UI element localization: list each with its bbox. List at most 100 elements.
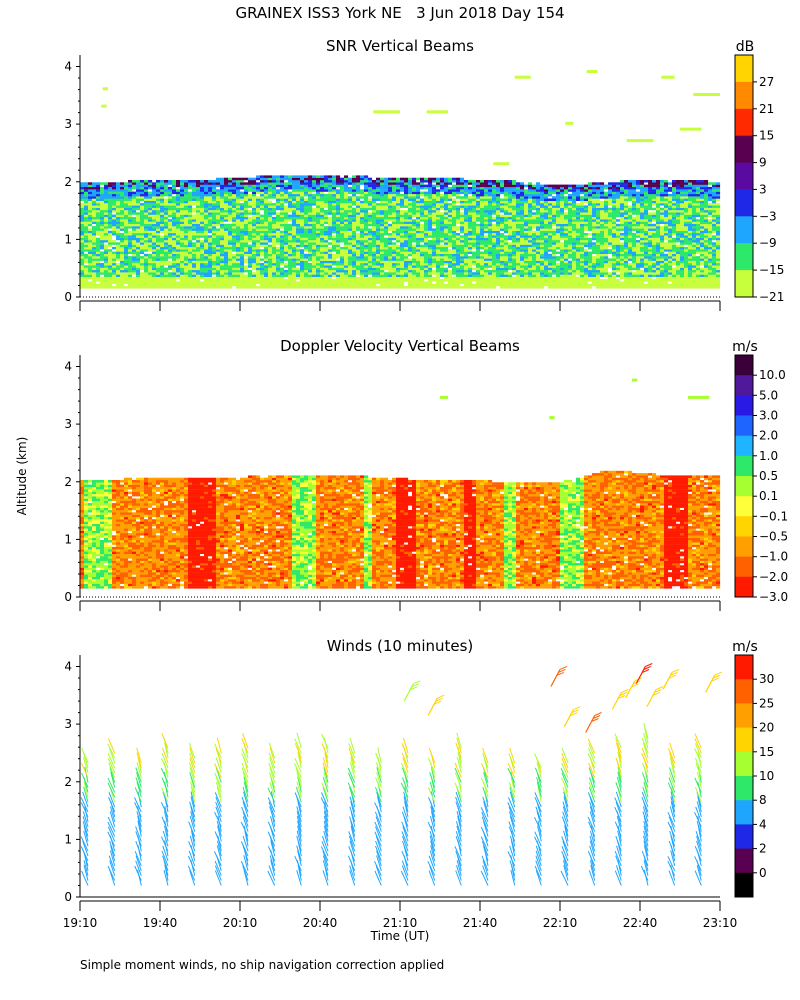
heatmap-cell — [172, 205, 177, 208]
heatmap-cell — [488, 207, 493, 211]
heatmap-cell — [80, 279, 85, 282]
heatmap-cell — [160, 219, 165, 222]
heatmap-cell — [208, 249, 213, 252]
heatmap-cell — [132, 184, 137, 188]
heatmap-cell — [184, 182, 189, 185]
heatmap-cell — [232, 249, 237, 252]
heatmap-cell — [200, 221, 205, 224]
heatmap-cell — [472, 191, 477, 195]
heatmap-cell — [232, 276, 237, 280]
heatmap-cell — [512, 267, 517, 271]
heatmap-cell — [300, 200, 305, 204]
heatmap-cell — [156, 193, 161, 197]
heatmap-cell — [196, 265, 201, 268]
heatmap-cell — [168, 260, 173, 264]
heatmap-cell — [224, 219, 229, 222]
heatmap-cell — [448, 274, 453, 277]
heatmap-cell — [228, 281, 233, 284]
heatmap-cell — [208, 246, 213, 250]
heatmap-cell — [348, 276, 353, 280]
heatmap-cell — [512, 191, 517, 195]
heatmap-cell — [304, 230, 309, 234]
heatmap-cell — [284, 186, 289, 190]
heatmap-cell — [240, 180, 245, 183]
heatmap-cell — [296, 272, 301, 275]
heatmap-cell — [392, 276, 397, 280]
heatmap-cell — [192, 263, 197, 266]
heatmap-cell — [80, 244, 85, 248]
heatmap-cell — [228, 240, 233, 243]
heatmap-cell — [184, 200, 189, 204]
heatmap-cell — [456, 249, 461, 252]
heatmap-cell — [444, 253, 449, 257]
heatmap-cell — [276, 214, 281, 218]
heatmap-cell — [460, 272, 465, 275]
heatmap-cell — [436, 221, 441, 224]
heatmap-cell — [492, 200, 497, 204]
heatmap-cell — [236, 286, 241, 289]
heatmap-cell — [256, 286, 261, 289]
heatmap-cell — [112, 221, 117, 224]
heatmap-cell — [304, 242, 309, 245]
heatmap-cell — [344, 263, 349, 266]
heatmap-cell — [300, 249, 305, 252]
heatmap-cell — [480, 276, 485, 280]
heatmap-cell — [336, 210, 341, 213]
heatmap-cell — [248, 180, 253, 183]
heatmap-cell — [504, 200, 509, 204]
heatmap-cell — [452, 214, 457, 218]
heatmap-cell — [240, 210, 245, 213]
heatmap-cell — [236, 244, 241, 248]
heatmap-cell — [340, 212, 345, 215]
heatmap-cell — [276, 267, 281, 271]
heatmap-cell — [288, 272, 293, 275]
heatmap-cell — [276, 212, 281, 215]
heatmap-cell — [280, 235, 285, 238]
heatmap-cell — [464, 196, 469, 199]
heatmap-cell — [124, 276, 129, 280]
heatmap-cell — [252, 244, 257, 248]
heatmap-cell — [88, 267, 93, 271]
heatmap-cell — [296, 182, 301, 185]
heatmap-cell — [148, 276, 153, 280]
heatmap-cell — [204, 207, 209, 211]
heatmap-cell — [132, 279, 137, 282]
heatmap-cell — [132, 260, 137, 264]
heatmap-cell — [392, 207, 397, 211]
heatmap-cell — [328, 212, 333, 215]
heatmap-cell — [432, 283, 437, 287]
heatmap-cell — [420, 244, 425, 248]
heatmap-cell — [304, 189, 309, 192]
heatmap-cell — [408, 180, 413, 183]
heatmap-cell — [132, 210, 137, 213]
heatmap-cell — [256, 200, 261, 204]
heatmap-cell — [268, 226, 273, 229]
heatmap-cell — [420, 191, 425, 195]
heatmap-cell — [416, 184, 421, 188]
heatmap-cell — [336, 228, 341, 231]
heatmap-cell — [284, 228, 289, 231]
heatmap-cell — [176, 240, 181, 243]
heatmap-cell — [360, 182, 365, 185]
heatmap-cell — [252, 233, 257, 236]
heatmap-cell — [512, 276, 517, 280]
heatmap-cell — [384, 260, 389, 264]
heatmap-cell — [432, 272, 437, 275]
heatmap-cell — [408, 182, 413, 185]
heatmap-cell — [464, 212, 469, 215]
heatmap-cell — [248, 198, 253, 201]
heatmap-cell — [196, 249, 201, 252]
heatmap-cell — [372, 253, 377, 257]
heatmap-cell — [324, 272, 329, 275]
heatmap-cell — [500, 214, 505, 218]
heatmap-cell — [508, 205, 513, 208]
heatmap-cell — [172, 191, 177, 195]
heatmap-cell — [464, 244, 469, 248]
heatmap-cell — [280, 260, 285, 264]
heatmap-cell — [124, 269, 129, 273]
heatmap-cell — [436, 219, 441, 222]
heatmap-cell — [348, 258, 353, 261]
heatmap-cell — [252, 256, 257, 259]
heatmap-cell — [288, 240, 293, 243]
heatmap-cell — [452, 276, 457, 280]
